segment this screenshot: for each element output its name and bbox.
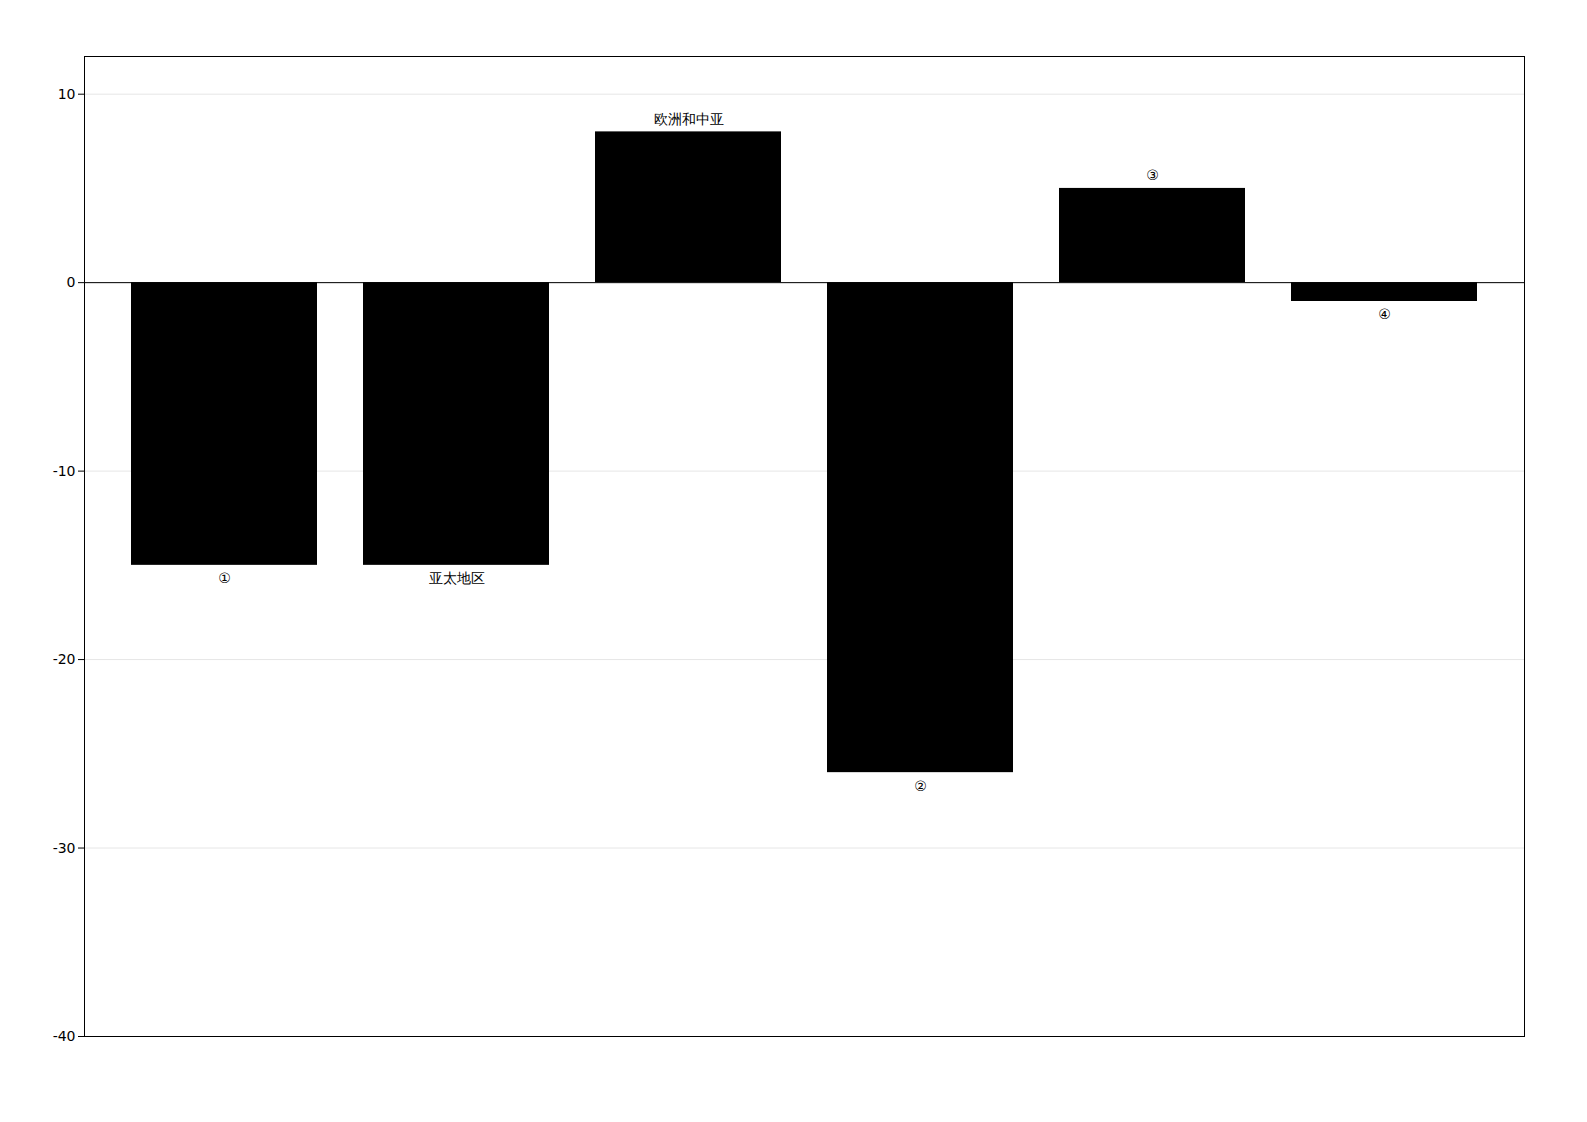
svg-text:①: ①: [218, 570, 231, 586]
svg-text:-40: -40: [53, 1028, 76, 1044]
svg-text:欧洲和中亚: 欧洲和中亚: [654, 111, 724, 127]
svg-text:④: ④: [1378, 306, 1391, 322]
svg-text:-20: -20: [53, 651, 76, 667]
svg-text:0: 0: [67, 274, 76, 290]
svg-text:③: ③: [1146, 167, 1159, 183]
svg-text:10: 10: [58, 86, 76, 102]
svg-text:亚太地区: 亚太地区: [429, 570, 485, 586]
svg-text:-30: -30: [53, 840, 76, 856]
svg-text:-10: -10: [53, 463, 76, 479]
svg-text:②: ②: [914, 778, 927, 794]
